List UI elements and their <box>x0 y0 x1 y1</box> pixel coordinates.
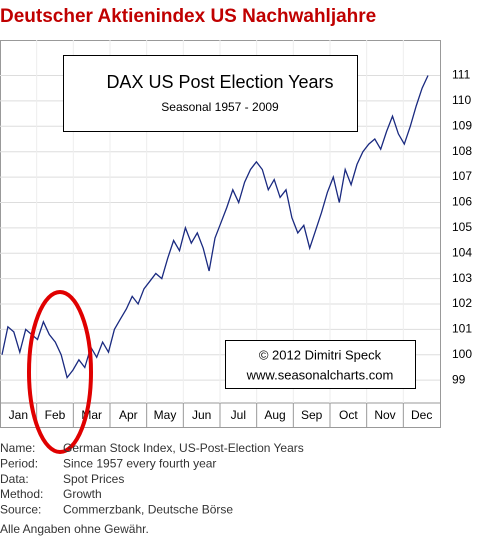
title-box <box>63 55 358 132</box>
y-tick-label: 99 <box>452 372 466 386</box>
info-value: Since 1957 every fourth year <box>63 456 216 470</box>
highlight-ellipse <box>27 290 93 454</box>
x-tick-label: Jan <box>9 408 28 422</box>
info-label: Source: <box>0 502 41 516</box>
info-value: Commerzbank, Deutsche Börse <box>63 502 233 516</box>
info-label: Method: <box>0 487 43 501</box>
y-tick-label: 100 <box>452 347 472 361</box>
y-tick-label: 102 <box>452 296 472 310</box>
disclaimer: Alle Angaben ohne Gewähr. <box>0 522 149 536</box>
chart-title: DAX US Post Election Years <box>106 72 333 92</box>
y-tick-label: 109 <box>452 118 472 132</box>
y-tick-label: 104 <box>452 245 472 259</box>
y-tick-label: 101 <box>452 322 472 336</box>
y-tick-label: 110 <box>452 93 471 107</box>
x-tick-label: Nov <box>374 408 395 422</box>
y-tick-label: 107 <box>452 169 472 183</box>
copyright: © 2012 Dimitri Speck <box>259 347 382 362</box>
info-value: Growth <box>63 487 102 501</box>
y-tick-label: 105 <box>452 220 472 234</box>
credit-box <box>225 340 416 389</box>
x-tick-label: Oct <box>339 408 358 422</box>
y-tick-label: 111 <box>452 68 471 82</box>
x-tick-label: May <box>154 408 177 422</box>
x-tick-label: Feb <box>45 408 66 422</box>
info-label: Name: <box>0 441 35 455</box>
info-label: Period: <box>0 456 38 470</box>
y-tick-label: 103 <box>452 271 472 285</box>
y-tick-label: 106 <box>452 195 472 209</box>
x-tick-label: Sep <box>301 408 323 422</box>
website: www.seasonalcharts.com <box>246 367 394 382</box>
x-tick-label: Aug <box>264 408 285 422</box>
chart-subtitle: Seasonal 1957 - 2009 <box>161 100 279 114</box>
x-tick-label: Jul <box>231 408 246 422</box>
page-header: Deutscher Aktienindex US Nachwahljahre <box>0 6 376 27</box>
info-value: Spot Prices <box>63 472 124 486</box>
info-label: Data: <box>0 472 29 486</box>
x-tick-label: Jun <box>192 408 211 422</box>
y-tick-label: 108 <box>452 144 472 158</box>
x-tick-label: Apr <box>119 408 138 422</box>
x-tick-label: Dec <box>411 408 432 422</box>
info-value: German Stock Index, US-Post-Election Yea… <box>63 441 304 455</box>
data-line <box>1 75 429 380</box>
